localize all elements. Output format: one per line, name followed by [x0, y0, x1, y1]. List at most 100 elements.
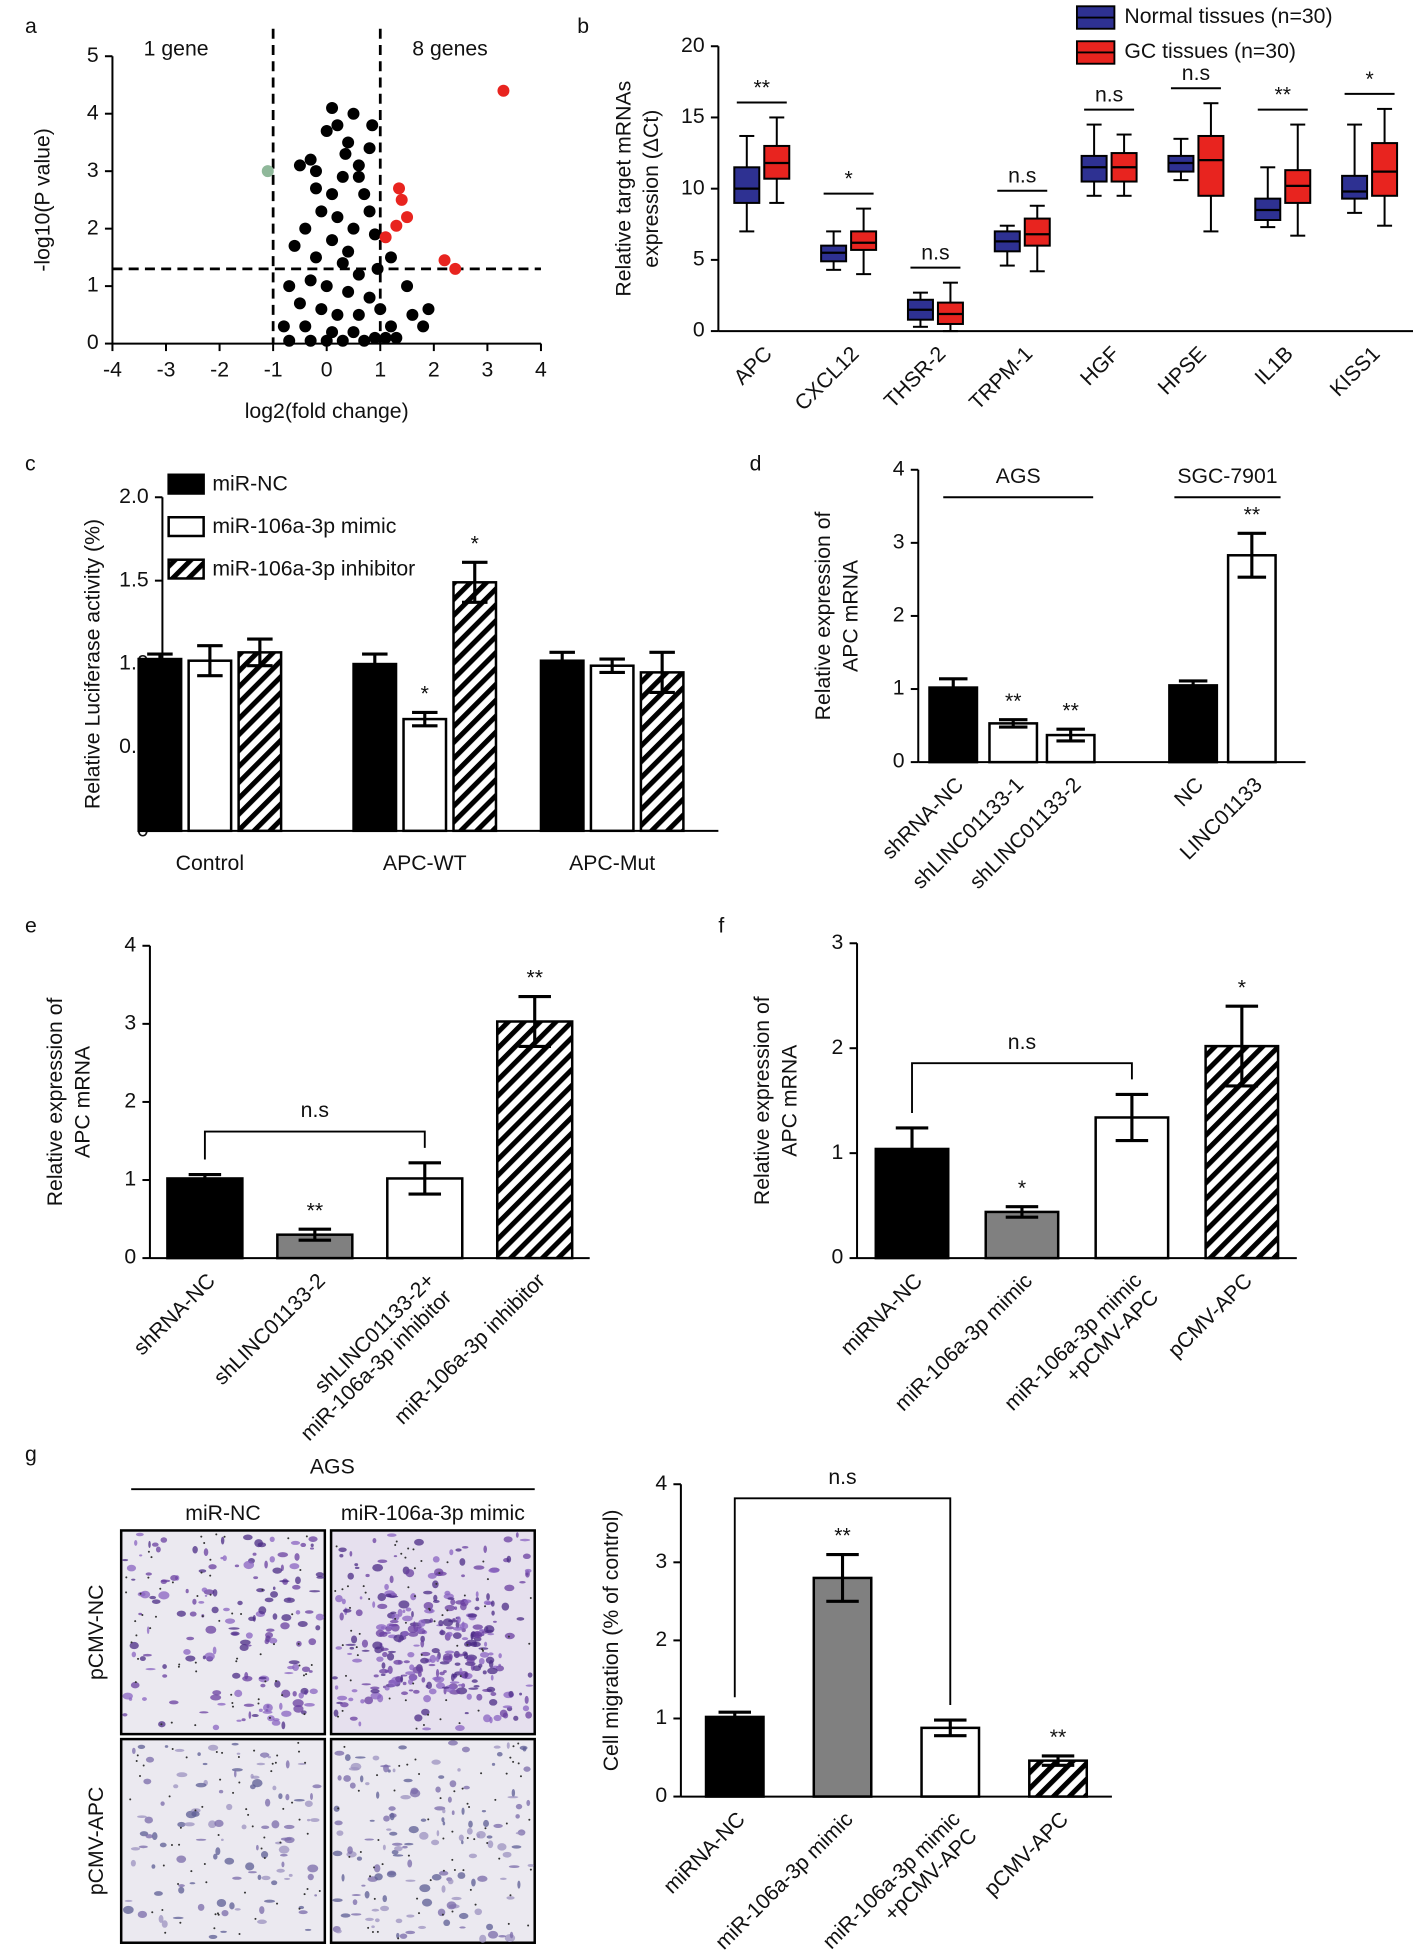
cell	[486, 1923, 494, 1931]
pore	[195, 1670, 198, 1673]
point	[331, 211, 344, 224]
pore	[203, 1862, 206, 1865]
cell	[419, 1884, 431, 1893]
cell	[486, 1835, 493, 1839]
pore	[381, 1863, 384, 1866]
cell	[481, 1809, 487, 1813]
cell	[457, 1768, 461, 1772]
legend-swatch	[167, 473, 205, 495]
pore	[303, 1713, 306, 1716]
cell	[213, 1853, 218, 1860]
cell	[380, 1905, 390, 1912]
pore	[179, 1826, 182, 1829]
point	[497, 84, 510, 97]
cell	[422, 1727, 432, 1731]
cell	[399, 1933, 408, 1939]
cell	[281, 1689, 291, 1698]
cell	[428, 1663, 436, 1667]
cell	[515, 1532, 519, 1538]
cell	[139, 1554, 143, 1557]
cell	[160, 1537, 168, 1543]
point	[371, 262, 384, 275]
cell	[339, 1554, 344, 1558]
pore	[469, 1888, 472, 1891]
cell	[424, 1608, 435, 1614]
cell	[292, 1691, 297, 1697]
pore	[200, 1571, 203, 1574]
cell	[138, 1612, 143, 1616]
pore	[367, 1926, 370, 1929]
pore	[404, 1621, 407, 1624]
cell	[271, 1820, 280, 1829]
cell	[420, 1651, 431, 1657]
cell	[438, 1619, 444, 1627]
cell	[437, 1908, 446, 1917]
cell	[522, 1705, 530, 1712]
pore	[473, 1838, 476, 1841]
cell	[497, 1843, 507, 1851]
cell	[410, 1593, 417, 1601]
cell	[122, 1692, 133, 1700]
cell	[347, 1846, 353, 1855]
cell	[365, 1573, 370, 1578]
point	[384, 251, 397, 264]
cell	[215, 1847, 221, 1856]
pore	[298, 1818, 301, 1821]
cell	[243, 1703, 255, 1707]
pore	[466, 1837, 469, 1839]
pore	[418, 1772, 421, 1775]
cell	[511, 1788, 516, 1798]
cell	[204, 1594, 208, 1597]
cell	[231, 1768, 243, 1772]
cell	[395, 1918, 403, 1924]
cell	[304, 1928, 312, 1931]
pore	[427, 1713, 430, 1716]
cell	[158, 1915, 164, 1923]
cell	[204, 1652, 215, 1661]
point	[347, 107, 360, 120]
cell	[400, 1675, 404, 1683]
cell	[364, 1838, 374, 1841]
cell	[137, 1591, 146, 1597]
pore	[235, 1660, 238, 1663]
pore	[519, 1775, 522, 1778]
cell	[407, 1651, 415, 1658]
significance: *	[471, 532, 479, 555]
cell	[198, 1600, 205, 1604]
point	[309, 251, 322, 264]
pore	[164, 1931, 167, 1934]
error-bar	[1115, 1092, 1149, 1143]
cell	[393, 1659, 403, 1665]
cell	[482, 1670, 487, 1675]
cell	[278, 1845, 290, 1854]
cell	[445, 1631, 453, 1637]
cell	[483, 1714, 492, 1723]
pore	[406, 1763, 409, 1766]
error-bar	[939, 677, 968, 698]
cell	[304, 1610, 314, 1614]
pore	[236, 1657, 239, 1660]
significance: **	[754, 76, 771, 99]
point	[326, 234, 339, 247]
cell	[335, 1646, 343, 1650]
cell	[342, 1608, 352, 1613]
pore	[260, 1847, 263, 1850]
pore	[420, 1560, 423, 1563]
point	[261, 165, 274, 178]
pore	[341, 1588, 344, 1591]
cell	[491, 1762, 496, 1766]
cell	[421, 1898, 433, 1907]
pore	[404, 1699, 407, 1702]
point	[401, 280, 414, 293]
pore	[240, 1612, 243, 1615]
cell	[262, 1710, 273, 1714]
pore	[268, 1716, 271, 1719]
cell	[256, 1762, 266, 1766]
significance: **	[307, 1199, 324, 1222]
cell	[474, 1606, 480, 1611]
pore	[147, 1550, 150, 1553]
cell	[123, 1905, 134, 1914]
pore	[201, 1615, 204, 1618]
cell	[458, 1912, 469, 1920]
panel-letter: f	[718, 915, 724, 938]
